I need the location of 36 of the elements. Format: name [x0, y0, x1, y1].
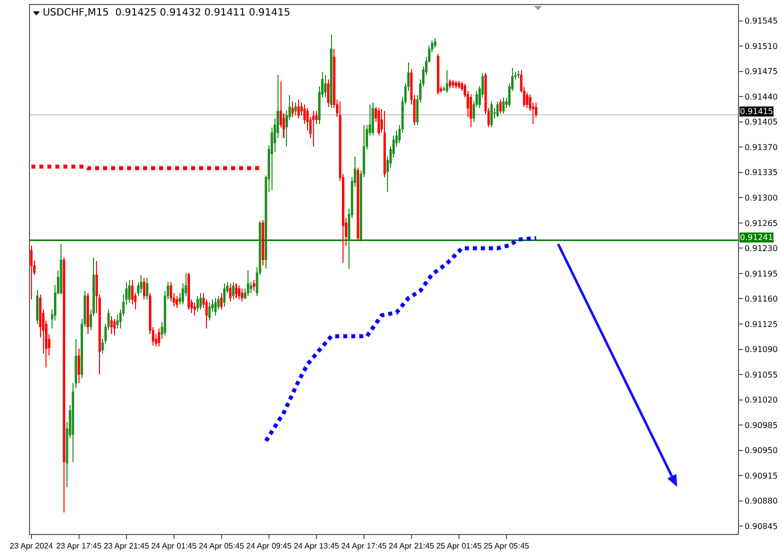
x-tick-label: 25 Apr 01:45 — [436, 542, 482, 551]
y-tick-label: 0.91510 — [744, 42, 778, 51]
x-tick-label: 25 Apr 05:45 — [484, 542, 530, 551]
x-tick-label: 24 Apr 13:45 — [294, 542, 340, 551]
y-tick-label: 0.90845 — [744, 522, 778, 531]
y-tick-label: 0.91370 — [744, 142, 778, 152]
x-tick-label: 23 Apr 21:45 — [104, 542, 150, 551]
y-tick-label: 0.90880 — [744, 496, 778, 506]
y-tick-label: 0.91545 — [744, 16, 778, 26]
y-tick-label: 0.90985 — [744, 420, 778, 430]
y-tick-label: 0.91125 — [744, 320, 778, 329]
y-tick-label: 0.91160 — [744, 294, 778, 304]
y-tick-label: 0.91300 — [744, 193, 778, 202]
x-tick-label: 24 Apr 01:45 — [151, 542, 198, 551]
x-tick-label: 24 Apr 21:45 — [388, 542, 435, 551]
ref-line-label: 0.91241 — [740, 233, 774, 242]
x-tick-label: 24 Apr 09:45 — [246, 542, 292, 551]
y-tick-label: 0.90915 — [744, 471, 778, 480]
y-tick-label: 0.91230 — [744, 244, 778, 254]
y-tick-label: 0.91020 — [744, 396, 778, 405]
x-tick-label: 23 Apr 2024 — [10, 542, 54, 551]
y-tick-label: 0.91090 — [744, 345, 778, 354]
y-tick-label: 0.91265 — [744, 218, 778, 228]
ref-line-label: 0.91415 — [740, 107, 774, 116]
y-tick-label: 0.91440 — [744, 92, 778, 102]
y-tick-label: 0.90950 — [744, 446, 778, 456]
y-tick-label: 0.91055 — [744, 370, 778, 380]
x-tick-label: 24 Apr 05:45 — [198, 542, 245, 551]
y-tick-label: 0.91195 — [744, 269, 778, 278]
y-tick-label: 0.91405 — [744, 118, 778, 127]
x-tick-label: 23 Apr 17:45 — [56, 542, 102, 551]
chart-title: USDCHF,M15 0.91425 0.91432 0.91411 0.91415 — [42, 8, 290, 19]
x-tick-label: 24 Apr 17:45 — [341, 542, 388, 551]
y-tick-label: 0.91475 — [744, 67, 778, 76]
line-series — [264, 236, 538, 443]
y-tick-label: 0.91335 — [744, 168, 778, 178]
